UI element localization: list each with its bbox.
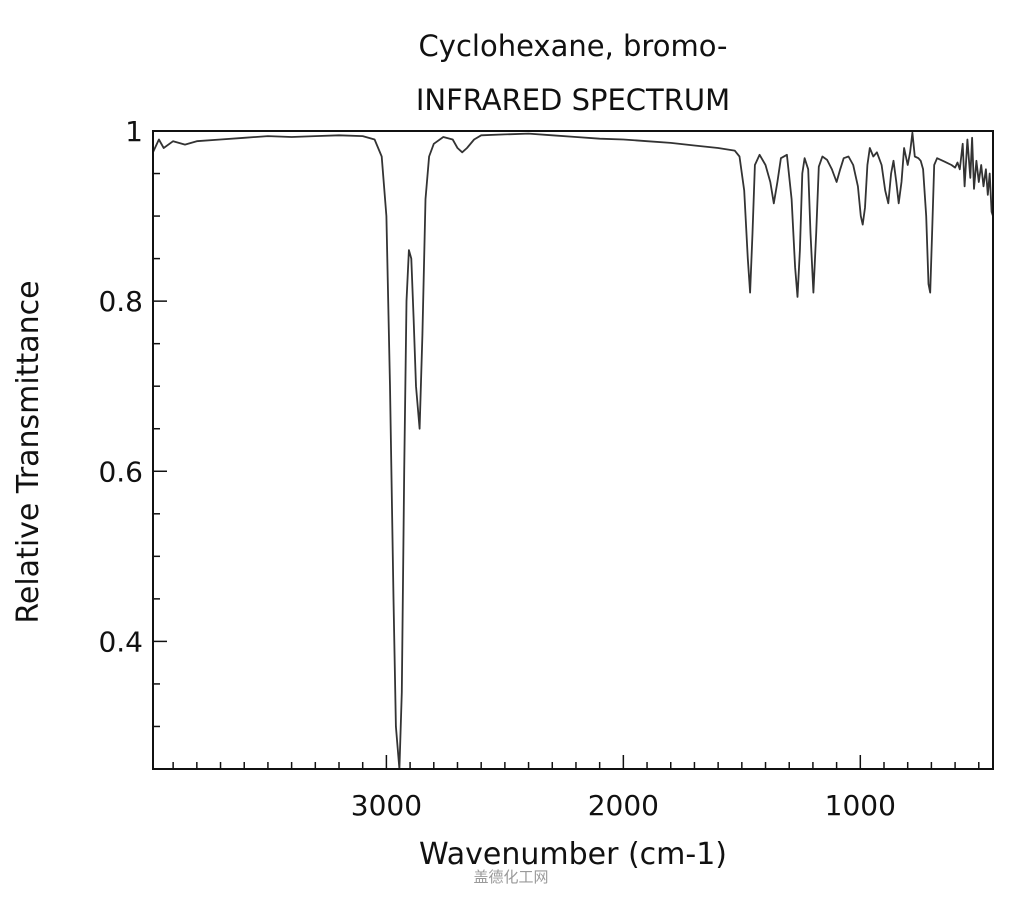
x-tick-label: 1000 — [825, 789, 896, 822]
y-tick-label: 0.8 — [98, 285, 143, 318]
x-tick-label: 3000 — [351, 789, 422, 822]
y-tick-label: 0.4 — [98, 625, 143, 658]
plot-frame — [152, 130, 994, 770]
axis-tick-labels: 3000 2000 1000 1 0.8 0.6 0.4 — [98, 115, 895, 822]
x-axis-label: Wavenumber (cm-1) — [419, 837, 727, 872]
watermark: 盖德化工网 — [473, 868, 548, 886]
y-axis-label: Relative Transmittance — [11, 280, 46, 623]
axis-ticks — [153, 130, 980, 770]
x-tick-label: 2000 — [588, 789, 659, 822]
chart-title: Cyclohexane, bromo- — [419, 29, 728, 63]
y-tick-label: 1 — [125, 115, 143, 148]
y-tick-label: 0.6 — [98, 455, 143, 488]
spectrum-line — [152, 131, 994, 770]
chart-subtitle: INFRARED SPECTRUM — [416, 83, 730, 117]
